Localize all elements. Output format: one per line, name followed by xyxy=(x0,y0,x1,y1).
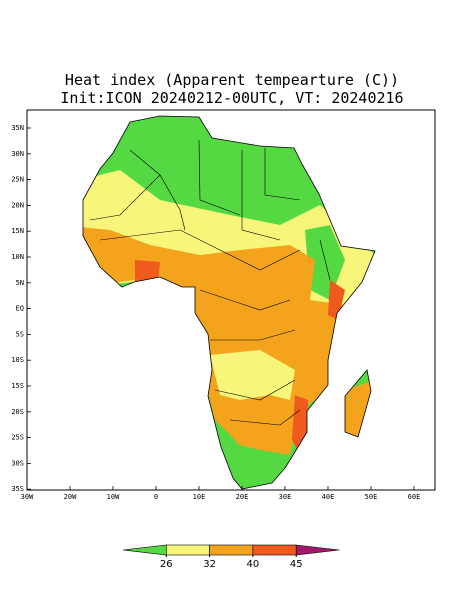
lat-label: 20S xyxy=(11,408,24,416)
lat-label: 15N xyxy=(11,227,24,235)
lat-label: 25N xyxy=(11,176,24,184)
subtitle: Init:ICON 20240212-00UTC, VT: 20240216 xyxy=(60,89,403,107)
lat-label: 5N xyxy=(16,279,24,287)
lat-label: 15S xyxy=(11,382,24,390)
lon-label: 50E xyxy=(365,493,378,501)
lat-label: 30N xyxy=(11,150,24,158)
lon-label: 10E xyxy=(193,493,206,501)
title: Heat index (Apparent tempearture (C)) xyxy=(65,71,399,89)
lat-label: EQ xyxy=(16,305,24,313)
colorbar-label: 40 xyxy=(247,559,260,570)
lon-label: 20E xyxy=(236,493,249,501)
region-green xyxy=(220,440,290,489)
map xyxy=(26,109,436,491)
lat-label: 20N xyxy=(11,201,24,209)
colorbar-segment xyxy=(295,544,340,556)
colorbar-label: 32 xyxy=(203,559,216,570)
lon-label: 40E xyxy=(322,493,335,501)
lat-label: 10N xyxy=(11,253,24,261)
region-yellow xyxy=(210,350,295,400)
colorbar-segment xyxy=(209,544,254,556)
region-green xyxy=(305,225,345,300)
lat-label: 30S xyxy=(11,459,24,467)
lon-label: 30W xyxy=(21,493,34,501)
colorbar-segment xyxy=(122,544,167,556)
colorbar-label: 26 xyxy=(160,559,173,570)
lon-label: 60E xyxy=(408,493,421,501)
lat-label: 35S xyxy=(11,485,24,493)
lat-label: 25S xyxy=(11,434,24,442)
lon-label: 30E xyxy=(279,493,292,501)
lon-label: 10W xyxy=(107,493,120,501)
colorbar-segment xyxy=(166,544,210,556)
lon-label: 0 xyxy=(154,493,158,501)
colorbar-label: 45 xyxy=(290,559,303,570)
lat-label: 10S xyxy=(11,356,24,364)
lat-label: 5S xyxy=(16,330,24,338)
lon-label: 20W xyxy=(64,493,77,501)
colorbar-segment xyxy=(252,544,297,556)
lat-label: 35N xyxy=(11,124,24,132)
